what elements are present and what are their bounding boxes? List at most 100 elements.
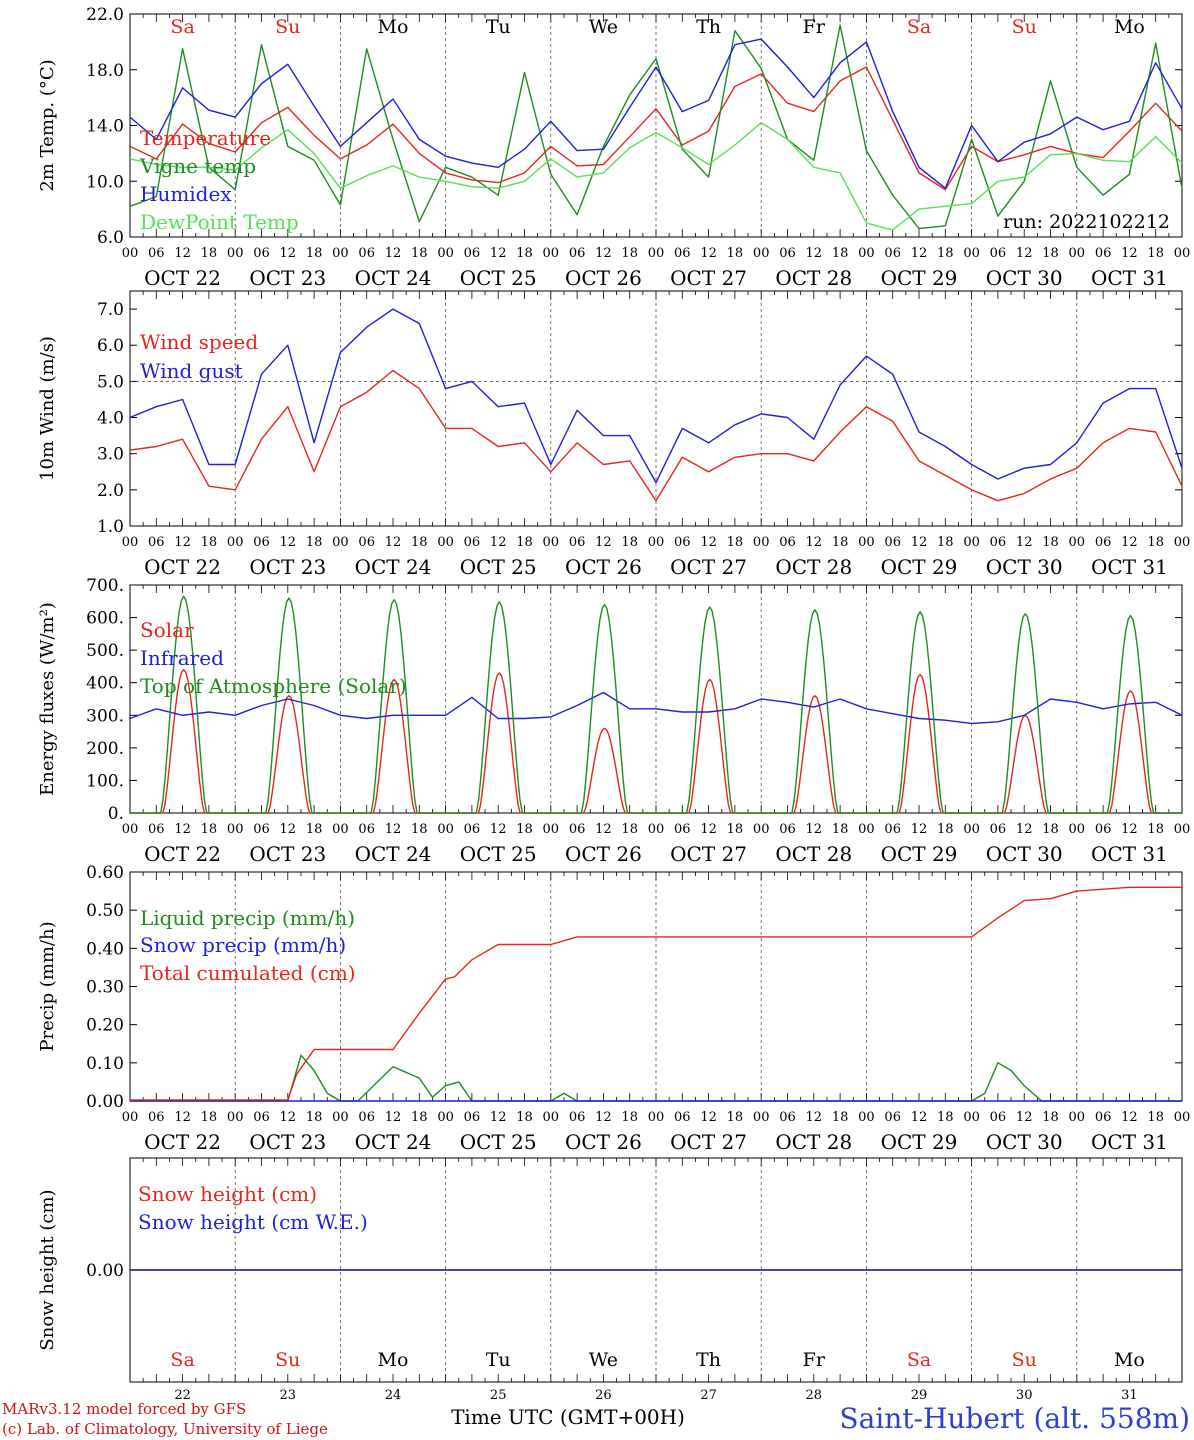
x-hour-label: 18 [201, 1110, 218, 1125]
y-tick-label: 700. [86, 576, 124, 596]
weekday-label: Fr [803, 16, 826, 38]
x-hour-label: 00 [753, 822, 770, 837]
legend-entry: Total cumulated (cm) [140, 961, 356, 985]
day-number: 31 [1121, 1388, 1138, 1403]
x-date-label: OCT 31 [1091, 1130, 1168, 1154]
weekday-label: Sa [907, 1349, 931, 1371]
day-number: 23 [280, 1388, 297, 1403]
x-date-label: OCT 29 [881, 555, 958, 579]
x-hour-label: 18 [621, 535, 638, 550]
weekday-label: Su [1012, 1349, 1037, 1371]
y-tick-label: 300. [86, 706, 124, 726]
x-hour-label: 12 [490, 822, 507, 837]
x-hour-label: 18 [832, 1110, 849, 1125]
x-hour-label: 18 [306, 822, 323, 837]
legend-entry: Top of Atmosphere (Solar) [140, 674, 407, 698]
x-date-label: OCT 23 [249, 842, 326, 866]
x-hour-label: 06 [779, 822, 796, 837]
x-hour-label: 00 [648, 535, 665, 550]
x-hour-label: 18 [832, 535, 849, 550]
x-hour-label: 12 [806, 535, 823, 550]
x-hour-label: 12 [700, 822, 717, 837]
x-date-label: OCT 25 [460, 266, 537, 290]
x-hour-label: 18 [937, 246, 954, 261]
x-hour-label: 00 [332, 822, 349, 837]
x-hour-label: 18 [937, 535, 954, 550]
weekday-label: Mo [1114, 1349, 1145, 1371]
x-hour-label: 18 [727, 822, 744, 837]
x-hour-label: 00 [1174, 535, 1191, 550]
y-tick-label: 22.0 [86, 5, 124, 25]
x-hour-label: 00 [437, 246, 454, 261]
x-hour-label: 06 [464, 535, 481, 550]
x-hour-label: 18 [832, 822, 849, 837]
x-hour-label: 00 [437, 1110, 454, 1125]
x-hour-label: 06 [1095, 822, 1112, 837]
x-hour-label: 06 [253, 246, 270, 261]
day-number: 24 [385, 1388, 402, 1403]
weekday-label: We [589, 1349, 618, 1371]
x-date-label: OCT 26 [565, 555, 642, 579]
x-hour-label: 12 [174, 246, 191, 261]
weekday-label: Su [275, 1349, 300, 1371]
x-hour-label: 00 [963, 1110, 980, 1125]
y-tick-label: 10.0 [86, 172, 124, 192]
legend-entry: Infrared [140, 646, 224, 670]
x-hour-label: 18 [621, 246, 638, 261]
x-date-label: OCT 29 [881, 266, 958, 290]
x-hour-label: 12 [700, 246, 717, 261]
x-hour-label: 18 [306, 246, 323, 261]
x-date-label: OCT 23 [249, 555, 326, 579]
legend-entry: Wind gust [140, 359, 243, 383]
x-hour-label: 06 [884, 535, 901, 550]
y-tick-label: 400. [86, 674, 124, 694]
x-hour-label: 06 [569, 246, 586, 261]
x-hour-label: 12 [806, 822, 823, 837]
x-hour-label: 00 [753, 1110, 770, 1125]
x-hour-label: 18 [1042, 535, 1059, 550]
x-date-label: OCT 22 [144, 555, 221, 579]
y-tick-label: 0.60 [86, 863, 124, 883]
x-hour-label: 18 [306, 1110, 323, 1125]
x-hour-label: 06 [464, 246, 481, 261]
x-hour-label: 00 [543, 1110, 560, 1125]
x-hour-label: 12 [280, 535, 297, 550]
y-axis-title: Snow height (cm) [37, 1189, 58, 1350]
x-hour-label: 12 [490, 246, 507, 261]
x-hour-label: 06 [884, 1110, 901, 1125]
legend-entry: DewPoint Temp [140, 210, 299, 234]
series-top-of-atmosphere-solar [130, 595, 1182, 814]
x-hour-label: 06 [569, 535, 586, 550]
x-hour-label: 00 [648, 246, 665, 261]
x-hour-label: 18 [1147, 1110, 1164, 1125]
x-hour-label: 06 [569, 1110, 586, 1125]
y-axis-title: 10m Wind (m/s) [37, 336, 58, 481]
x-hour-label: 00 [332, 246, 349, 261]
x-hour-label: 12 [490, 1110, 507, 1125]
x-date-label: OCT 27 [670, 555, 747, 579]
x-hour-label: 06 [253, 535, 270, 550]
x-hour-label: 18 [516, 1110, 533, 1125]
x-date-label: OCT 26 [565, 266, 642, 290]
x-hour-label: 06 [1095, 1110, 1112, 1125]
x-hour-label: 06 [990, 822, 1007, 837]
y-tick-label: 0. [108, 804, 124, 824]
x-hour-label: 12 [1121, 246, 1138, 261]
legend-entry: Wind speed [140, 330, 258, 354]
x-hour-label: 12 [911, 246, 928, 261]
x-hour-label: 00 [1069, 1110, 1086, 1125]
x-hour-label: 06 [779, 535, 796, 550]
x-hour-label: 00 [543, 246, 560, 261]
x-hour-label: 12 [1121, 1110, 1138, 1125]
weekday-label: Su [1012, 16, 1037, 38]
y-axis-title: Precip (mm/h) [37, 921, 58, 1051]
station-title: Saint-Hubert (alt. 558m) [839, 1402, 1190, 1435]
weekday-label: Mo [378, 16, 409, 38]
x-hour-label: 18 [411, 535, 428, 550]
weekday-label: Su [275, 16, 300, 38]
x-hour-label: 00 [227, 535, 244, 550]
x-date-label: OCT 25 [460, 555, 537, 579]
y-tick-label: 4.0 [97, 409, 124, 429]
x-hour-label: 18 [1147, 535, 1164, 550]
x-hour-label: 00 [858, 822, 875, 837]
